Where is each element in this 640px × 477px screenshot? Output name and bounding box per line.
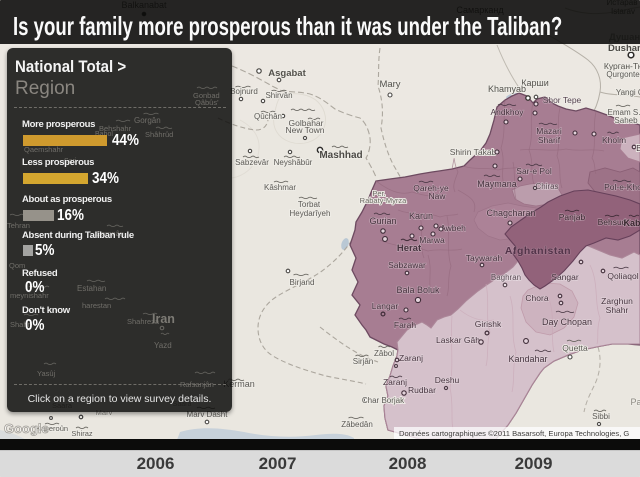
- svg-text:Qoliaqol: Qoliaqol: [607, 271, 638, 281]
- svg-text:Andkhoy: Andkhoy: [490, 107, 524, 117]
- svg-text:Gurian: Gurian: [369, 216, 396, 226]
- svg-text:Shirvân: Shirvân: [265, 91, 292, 100]
- svg-text:Kazeroûn: Kazeroûn: [36, 424, 68, 433]
- svg-text:Birjand: Birjand: [290, 278, 315, 287]
- svg-text:Girishk: Girishk: [475, 319, 502, 329]
- svg-text:Taywarah: Taywarah: [466, 253, 503, 263]
- svg-text:Rabaty-Myrza: Rabaty-Myrza: [360, 196, 408, 205]
- svg-text:Pa: Pa: [630, 397, 640, 407]
- svg-text:Yangi Q: Yangi Q: [616, 88, 640, 97]
- svg-text:Sar-e Pol: Sar-e Pol: [516, 166, 552, 176]
- svg-text:Bala Boluk: Bala Boluk: [396, 285, 440, 295]
- svg-text:Day Chopan: Day Chopan: [542, 317, 592, 327]
- svg-text:Mazari: Mazari: [536, 126, 562, 136]
- svg-text:Laskar Gâh: Laskar Gâh: [436, 335, 480, 345]
- svg-text:Pol-e-Kho: Pol-e-Kho: [604, 182, 640, 192]
- svg-text:Per.: Per.: [372, 189, 385, 198]
- svg-text:Behsud: Behsud: [598, 217, 627, 227]
- svg-text:Zaranj: Zaranj: [383, 377, 407, 387]
- svg-text:Maymana: Maymana: [477, 179, 517, 189]
- svg-text:Naw: Naw: [428, 191, 446, 201]
- svg-text:Курган-Тю: Курган-Тю: [604, 61, 640, 71]
- svg-text:Карши: Карши: [521, 78, 549, 88]
- svg-text:Deshu: Deshu: [435, 375, 460, 385]
- svg-text:Kabul: Kabul: [623, 218, 640, 228]
- svg-text:Shor Tepe: Shor Tepe: [543, 95, 582, 105]
- svg-text:Google: Google: [4, 421, 49, 436]
- svg-text:Kâshmar: Kâshmar: [264, 183, 296, 192]
- svg-text:Mary: Mary: [379, 79, 400, 90]
- svg-text:Shiraz: Shiraz: [71, 429, 93, 438]
- svg-text:Emam S.: Emam S.: [608, 108, 640, 117]
- svg-text:Sangar: Sangar: [551, 272, 579, 282]
- svg-text:Marv Dasht: Marv Dasht: [187, 410, 229, 419]
- svg-text:Sharif: Sharif: [538, 135, 561, 145]
- svg-text:Kerman: Kerman: [223, 379, 255, 389]
- svg-text:Marwa: Marwa: [419, 235, 445, 245]
- svg-text:Shahr: Shahr: [606, 305, 629, 315]
- svg-text:Rudbar: Rudbar: [408, 385, 436, 395]
- svg-text:Marv: Marv: [96, 408, 113, 417]
- svg-text:Dushanbe: Dushanbe: [608, 43, 640, 54]
- svg-text:Zâbedân: Zâbedân: [341, 420, 373, 429]
- svg-text:Karun: Karun: [409, 211, 433, 221]
- svg-text:Chagcharan: Chagcharan: [486, 208, 535, 218]
- svg-text:Panjab: Panjab: [559, 212, 586, 222]
- svg-text:Baghran: Baghran: [491, 273, 521, 282]
- svg-text:Sabzawar: Sabzawar: [388, 260, 426, 270]
- svg-text:Qareh-ye: Qareh-ye: [413, 183, 449, 193]
- svg-text:Saheb: Saheb: [614, 116, 638, 125]
- svg-text:Qûchân: Qûchân: [254, 112, 282, 121]
- svg-text:Shirin Takab: Shirin Takab: [450, 147, 497, 157]
- svg-text:Heydarîyeh: Heydarîyeh: [290, 209, 331, 218]
- svg-text:Sibbi: Sibbi: [592, 412, 610, 421]
- svg-text:Qurgonte: Qurgonte: [606, 70, 640, 79]
- svg-text:Golbahar: Golbahar: [289, 118, 324, 128]
- svg-text:Quetta: Quetta: [562, 343, 588, 353]
- svg-text:Zaranj: Zaranj: [399, 353, 423, 363]
- svg-text:Khamyab: Khamyab: [488, 84, 526, 94]
- svg-text:Langar: Langar: [372, 301, 399, 311]
- svg-text:Sabzevâr: Sabzevâr: [235, 158, 269, 167]
- svg-text:Neyshâbûr: Neyshâbûr: [274, 158, 313, 167]
- svg-text:Torbat: Torbat: [298, 200, 321, 209]
- svg-text:Mashhad: Mashhad: [319, 150, 362, 161]
- svg-text:Herat: Herat: [397, 243, 422, 254]
- svg-text:Bojnurd: Bojnurd: [230, 87, 258, 96]
- svg-text:Données cartographiques ©2011: Données cartographiques ©2011 Basarsoft,…: [399, 429, 629, 438]
- svg-text:Chiras: Chiras: [535, 182, 558, 191]
- svg-text:Asgabat: Asgabat: [268, 68, 306, 79]
- svg-text:Sirjân: Sirjân: [353, 357, 373, 366]
- svg-text:Zâbol: Zâbol: [374, 349, 394, 358]
- svg-text:Char Borjak: Char Borjak: [362, 396, 405, 405]
- svg-text:Afghanistan: Afghanistan: [505, 245, 571, 257]
- svg-text:Farah: Farah: [394, 320, 416, 330]
- svg-text:Chora: Chora: [525, 293, 548, 303]
- svg-text:Kholm: Kholm: [602, 135, 626, 145]
- svg-text:Kandahar: Kandahar: [508, 354, 547, 364]
- svg-text:Awbeh: Awbeh: [440, 223, 466, 233]
- svg-text:New Town: New Town: [285, 125, 324, 135]
- svg-text:Zarghun: Zarghun: [601, 296, 633, 306]
- svg-text:B: B: [636, 143, 640, 153]
